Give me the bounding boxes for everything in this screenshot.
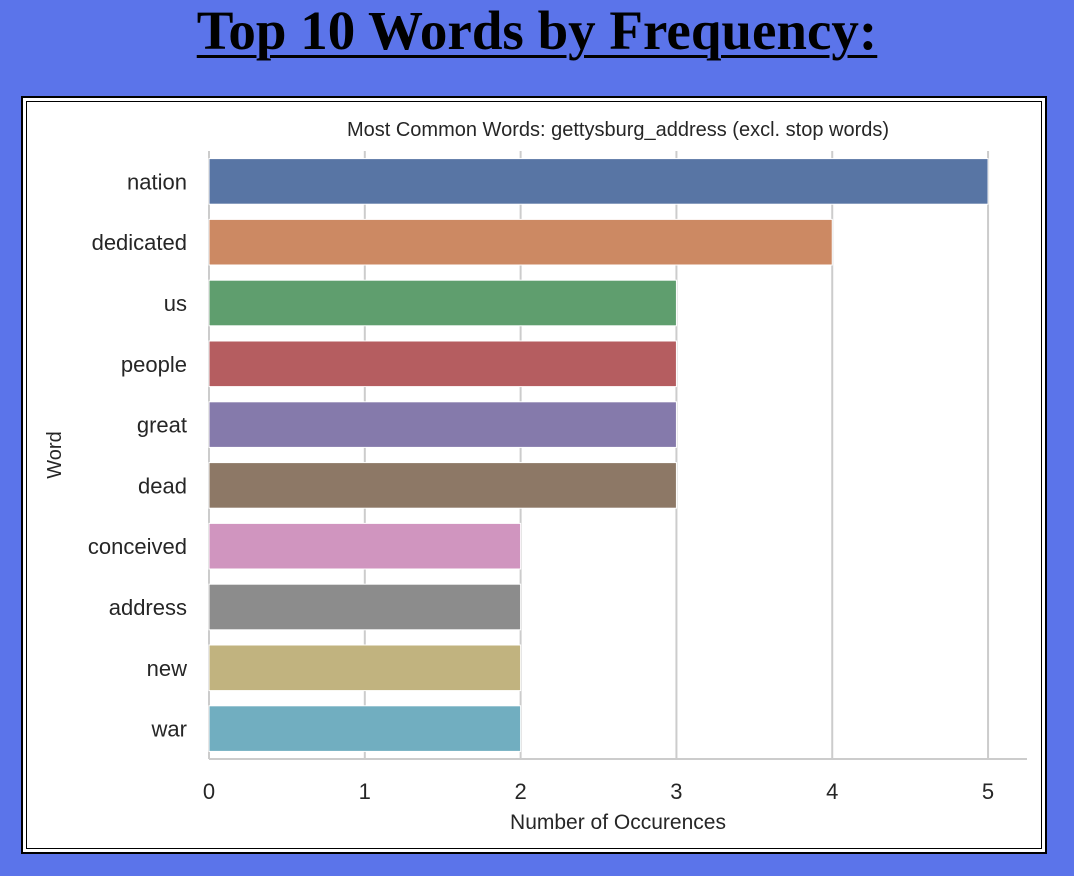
x-tick-label-4: 4: [826, 779, 838, 804]
x-axis-label: Number of Occurences: [510, 811, 726, 834]
y-tick-label-people: people: [121, 352, 187, 377]
x-tick-label-1: 1: [359, 779, 371, 804]
chart-frame: 0 1 2 3 4 5 nation dedicated us people great dead co…: [21, 96, 1047, 854]
bars: [208, 158, 989, 752]
y-tick-label-nation: nation: [127, 169, 187, 194]
y-tick-label-new: new: [147, 656, 187, 681]
bar-great: [208, 401, 677, 448]
y-tick-label-great: great: [137, 413, 187, 438]
bar-us: [208, 279, 677, 327]
bar-people: [208, 340, 677, 388]
y-tick-label-dead: dead: [138, 473, 187, 498]
y-tick-label-us: us: [164, 291, 187, 316]
bar-conceived: [208, 522, 522, 570]
x-tick-label-3: 3: [670, 779, 682, 804]
x-tick-label-0: 0: [203, 779, 215, 804]
y-tick-label-address: address: [109, 595, 187, 620]
y-tick-label-war: war: [151, 717, 187, 742]
y-tick-label-conceived: conceived: [88, 534, 187, 559]
bar-dead: [208, 462, 677, 509]
bar-nation: [208, 158, 989, 205]
page-title: Top 10 Words by Frequency:: [196, 0, 878, 61]
bar-address: [208, 583, 522, 631]
y-tick-label-dedicated: dedicated: [92, 230, 187, 255]
axes: 0 1 2 3 4 5 nation dedicated us people great dead co…: [88, 169, 1027, 804]
y-axis-label: Word: [44, 431, 66, 478]
chart-frame-inner: 0 1 2 3 4 5 nation dedicated us people great dead co…: [26, 101, 1042, 849]
bar-dedicated: [208, 218, 833, 266]
chart-title: Most Common Words: gettysburg_address (e…: [347, 119, 889, 141]
bar-war: [208, 705, 522, 752]
x-tick-label-5: 5: [982, 779, 994, 804]
x-tick-label-2: 2: [514, 779, 526, 804]
bar-new: [208, 644, 522, 692]
